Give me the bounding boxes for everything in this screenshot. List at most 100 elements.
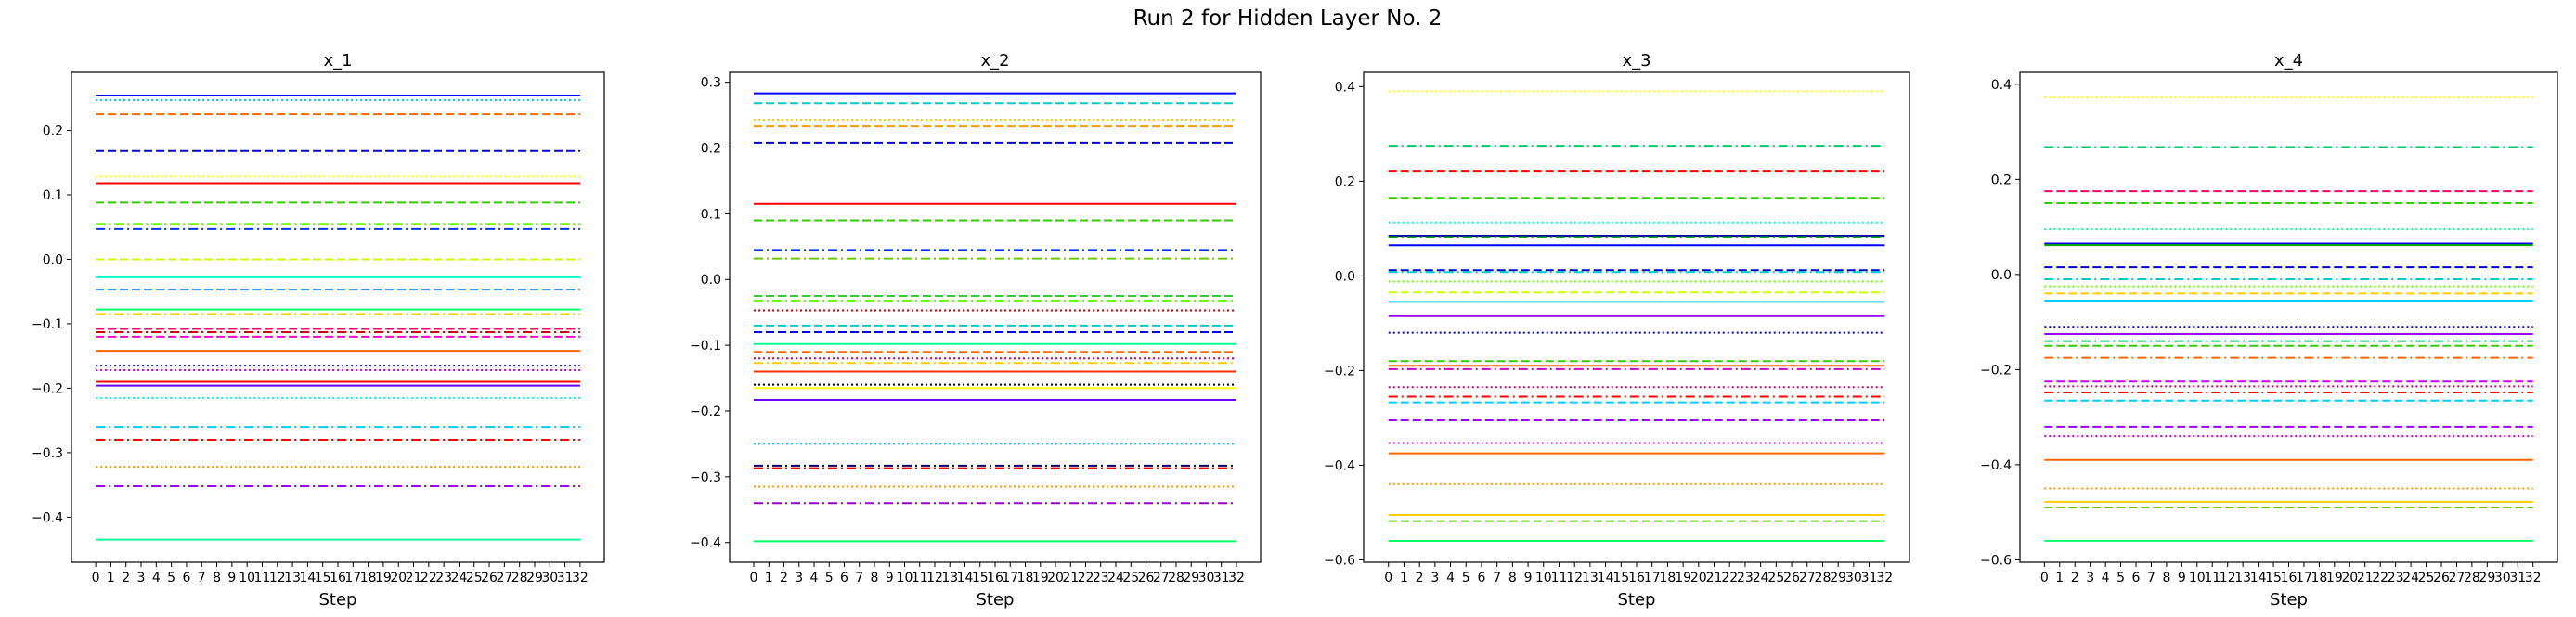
x-tick-label: 31 bbox=[2509, 571, 2526, 585]
x-tick-label: 12 bbox=[926, 571, 943, 585]
x-tick-label: 1 bbox=[765, 571, 773, 585]
y-tick-label: −0.3 bbox=[690, 470, 721, 485]
x-tick-label: 4 bbox=[2102, 571, 2110, 585]
x-tick-label: 14 bbox=[957, 571, 974, 585]
x-tick-label: 1 bbox=[2055, 571, 2064, 585]
x-tick-label: 12 bbox=[1566, 571, 1583, 585]
axes-frame bbox=[71, 71, 605, 563]
x-tick-label: 17 bbox=[1644, 571, 1661, 585]
x-axis-label: Step bbox=[319, 590, 357, 610]
x-tick-label: 11 bbox=[254, 571, 271, 585]
x-tick-label: 8 bbox=[213, 571, 221, 585]
panels: x_10 1 2 3 4 5 6 7 8 9 101112131415161718192021222… bbox=[32, 51, 2558, 610]
x-tick-label: 14 bbox=[299, 571, 316, 585]
x-tick-label: 8 bbox=[2162, 571, 2170, 585]
panel-title: x_2 bbox=[980, 51, 1009, 71]
x-tick-label: 22 bbox=[1721, 571, 1738, 585]
x-tick-label: 18 bbox=[1659, 571, 1676, 585]
y-tick-label: −0.2 bbox=[32, 381, 63, 396]
x-tick-label: 28 bbox=[511, 571, 528, 585]
x-tick-label: 17 bbox=[1002, 571, 1018, 585]
x-tick-label: 13 bbox=[2234, 571, 2251, 585]
x-tick-label: 10 bbox=[239, 571, 255, 585]
x-tick-label: 12 bbox=[269, 571, 286, 585]
x-tick-label: 30 bbox=[541, 571, 558, 585]
x-tick-label: 23 bbox=[1737, 571, 1754, 585]
x-tick-label: 27 bbox=[1799, 571, 1816, 585]
x-tick-label: 16 bbox=[330, 571, 346, 585]
x-tick-label: 1 bbox=[1400, 571, 1408, 585]
x-tick-label: 27 bbox=[1153, 571, 1170, 585]
x-tick-label: 7 bbox=[855, 571, 863, 585]
x-tick-label: 19 bbox=[2326, 571, 2343, 585]
axes-frame bbox=[729, 71, 1262, 563]
panel-3: x_30 1 2 3 4 5 6 7 8 9 101112131415161718192021222… bbox=[1324, 51, 1910, 610]
x-tick-label: 21 bbox=[406, 571, 422, 585]
x-tick-label: 2 bbox=[780, 571, 788, 585]
x-tick-label: 30 bbox=[2494, 571, 2511, 585]
x-tick-label: 19 bbox=[375, 571, 392, 585]
x-tick-label: 20 bbox=[390, 571, 407, 585]
x-tick-label: 8 bbox=[871, 571, 879, 585]
x-tick-label: 2 bbox=[1416, 571, 1424, 585]
x-tick-label: 23 bbox=[435, 571, 452, 585]
x-tick-label: 12 bbox=[2220, 571, 2236, 585]
x-tick-label: 1 bbox=[107, 571, 115, 585]
x-tick-label: 15 bbox=[1612, 571, 1629, 585]
x-tick-label: 8 bbox=[1508, 571, 1517, 585]
x-tick-label: 26 bbox=[1783, 571, 1800, 585]
x-tick-label: 32 bbox=[1876, 571, 1893, 585]
x-tick-label: 22 bbox=[1078, 571, 1094, 585]
x-tick-label: 14 bbox=[1598, 571, 1614, 585]
x-tick-label: 16 bbox=[987, 571, 1003, 585]
x-tick-label: 17 bbox=[2296, 571, 2312, 585]
x-tick-label: 20 bbox=[1047, 571, 1064, 585]
panel-title: x_1 bbox=[323, 51, 352, 71]
x-tick-label: 14 bbox=[2250, 571, 2267, 585]
x-tick-label: 27 bbox=[2449, 571, 2466, 585]
x-tick-label: 32 bbox=[1228, 571, 1245, 585]
x-tick-label: 15 bbox=[972, 571, 989, 585]
x-tick-label: 29 bbox=[2479, 571, 2495, 585]
x-tick-label: 32 bbox=[572, 571, 589, 585]
x-tick-label: 32 bbox=[2525, 571, 2542, 585]
x-tick-label: 10 bbox=[2189, 571, 2206, 585]
y-tick-label: −0.2 bbox=[1324, 364, 1355, 379]
y-tick-label: −0.6 bbox=[1980, 553, 2012, 568]
x-tick-label: 0 bbox=[2040, 571, 2049, 585]
y-tick-label: −0.4 bbox=[1980, 458, 2012, 473]
y-tick-label: 0.2 bbox=[701, 142, 721, 157]
x-tick-label: 24 bbox=[451, 571, 468, 585]
x-tick-label: 24 bbox=[2402, 571, 2419, 585]
x-tick-label: 31 bbox=[557, 571, 574, 585]
x-tick-label: 2 bbox=[122, 571, 130, 585]
panel-title: x_3 bbox=[1622, 51, 1650, 71]
y-tick-label: −0.6 bbox=[1324, 553, 1355, 568]
x-axis-label: Step bbox=[977, 590, 1015, 610]
x-tick-label: 26 bbox=[481, 571, 498, 585]
x-tick-label: 28 bbox=[1815, 571, 1832, 585]
x-tick-label: 30 bbox=[1845, 571, 1862, 585]
x-tick-label: 15 bbox=[315, 571, 331, 585]
x-tick-label: 29 bbox=[1830, 571, 1846, 585]
x-tick-label: 22 bbox=[2372, 571, 2388, 585]
y-tick-label: −0.3 bbox=[32, 446, 63, 461]
y-tick-label: 0.0 bbox=[1991, 268, 2012, 283]
x-tick-label: 20 bbox=[2341, 571, 2358, 585]
x-tick-label: 4 bbox=[810, 571, 819, 585]
x-tick-label: 6 bbox=[2132, 571, 2141, 585]
x-tick-label: 0 bbox=[92, 571, 100, 585]
x-tick-label: 9 bbox=[886, 571, 894, 585]
x-tick-label: 9 bbox=[227, 571, 236, 585]
y-tick-label: 0.0 bbox=[1335, 269, 1355, 284]
x-tick-label: 16 bbox=[2281, 571, 2298, 585]
x-tick-label: 4 bbox=[152, 571, 161, 585]
y-tick-label: −0.2 bbox=[1980, 363, 2012, 378]
x-tick-label: 23 bbox=[2388, 571, 2404, 585]
y-tick-label: 0.3 bbox=[701, 76, 721, 91]
y-tick-label: 0.2 bbox=[1335, 174, 1355, 189]
x-tick-label: 21 bbox=[2357, 571, 2374, 585]
x-tick-label: 4 bbox=[1446, 571, 1455, 585]
x-tick-label: 17 bbox=[344, 571, 361, 585]
y-tick-label: −0.1 bbox=[690, 339, 721, 353]
